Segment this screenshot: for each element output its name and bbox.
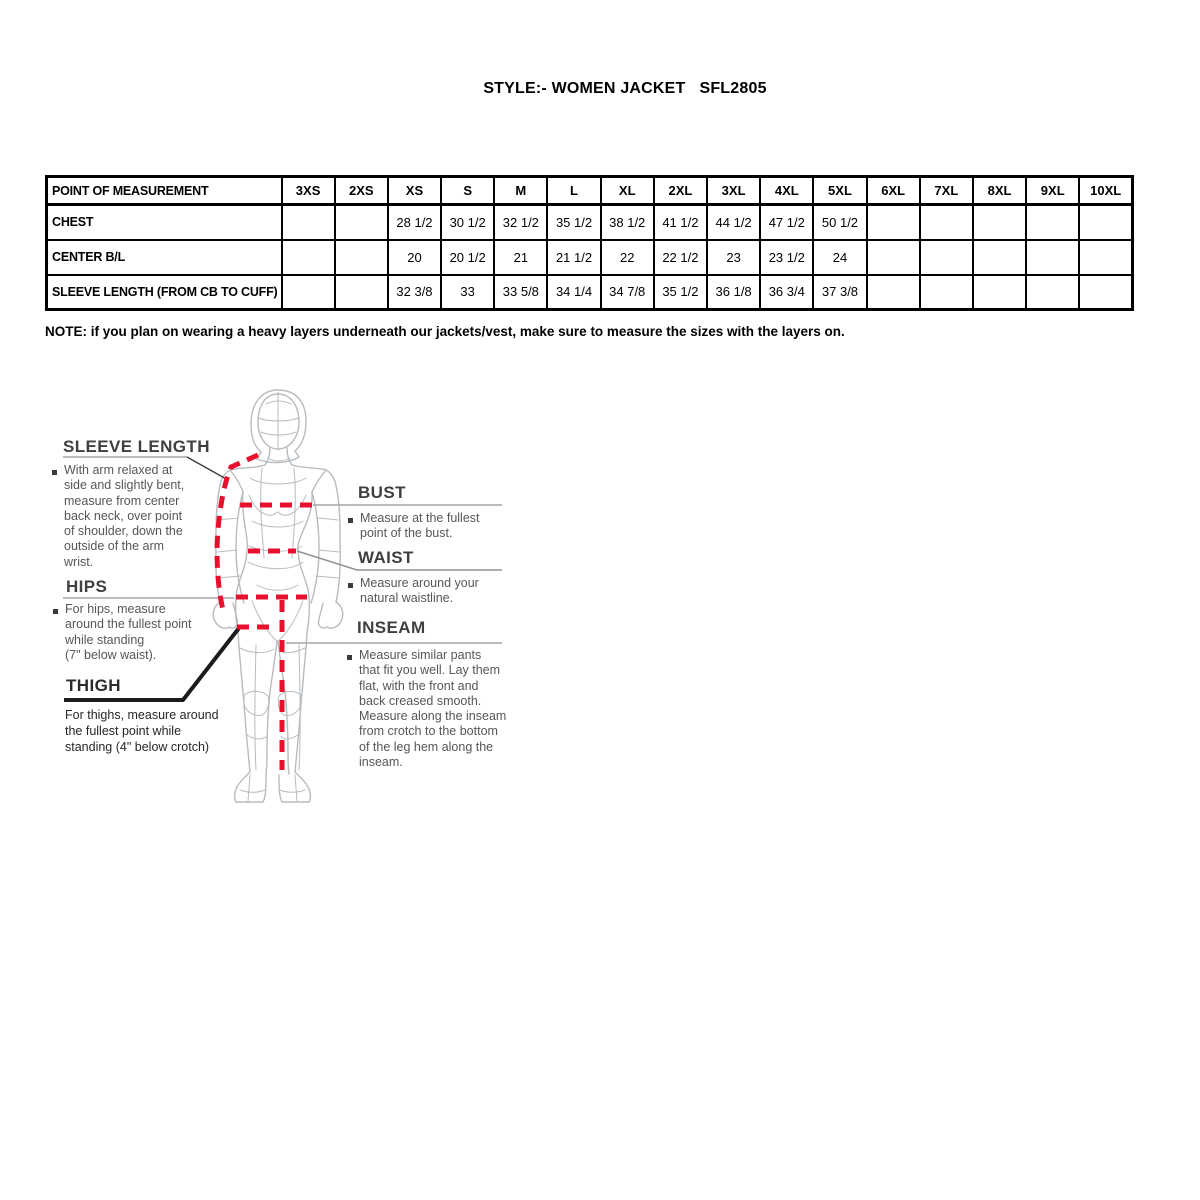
size-value-cell: 36 1/8	[705, 273, 762, 311]
col-header-2xl: 2XL	[652, 175, 709, 206]
bullet-icon	[53, 609, 58, 614]
col-header-3xs: 3XS	[280, 175, 336, 206]
bust-heading: BUST	[358, 483, 406, 502]
size-value-cell	[1025, 238, 1081, 276]
col-header-7xl: 7XL	[918, 175, 974, 206]
size-value-cell	[1078, 238, 1134, 276]
row-label: CHEST	[45, 203, 283, 241]
size-value-cell	[865, 273, 921, 311]
size-value-cell: 35 1/2	[546, 203, 602, 241]
table-row: CENTER B/L 20 20 1/2 21 21 1/2 22 22 1/2 23 23 1…	[45, 238, 1134, 276]
size-value-cell: 34 7/8	[599, 273, 655, 311]
col-header-l: L	[546, 175, 602, 206]
size-value-cell	[865, 238, 921, 276]
size-value-cell: 21	[493, 238, 549, 276]
size-value-cell: 20 1/2	[440, 238, 496, 276]
size-table-body: CHEST 28 1/2 30 1/2 32 1/2 35 1/2 38 1/2 41 1/…	[45, 203, 1134, 311]
table-row: CHEST 28 1/2 30 1/2 32 1/2 35 1/2 38 1/2 41 1/…	[45, 203, 1134, 241]
size-value-cell	[918, 273, 974, 311]
measurement-dashed-lines	[214, 452, 313, 770]
waist-description: Measure around your natural waistline.	[360, 576, 479, 606]
col-header-m: M	[493, 175, 549, 206]
size-value-cell	[280, 273, 336, 311]
row-label: CENTER B/L	[45, 238, 283, 276]
col-header-8xl: 8XL	[971, 175, 1028, 206]
size-value-cell: 30 1/2	[440, 203, 496, 241]
size-value-cell: 34 1/4	[546, 273, 602, 311]
size-value-cell	[918, 203, 974, 241]
thigh-heading: THIGH	[66, 676, 121, 695]
bullet-icon	[347, 655, 352, 660]
size-value-cell	[918, 238, 974, 276]
body-measurement-diagram	[63, 389, 502, 803]
size-value-cell: 22	[599, 238, 655, 276]
hips-description: For hips, measure around the fullest poi…	[65, 602, 192, 662]
waist-heading: WAIST	[358, 548, 414, 567]
size-value-cell	[280, 203, 336, 241]
sleeve-length-heading: SLEEVE LENGTH	[63, 437, 210, 456]
col-header-xs: XS	[386, 175, 443, 206]
inseam-description: Measure similar pants that fit you well.…	[359, 648, 507, 769]
col-header-5xl: 5XL	[812, 175, 868, 206]
size-value-cell: 28 1/2	[386, 203, 443, 241]
size-value-cell: 36 3/4	[759, 273, 815, 311]
size-value-cell	[1025, 203, 1081, 241]
size-value-cell	[1078, 273, 1134, 311]
size-value-cell: 33 5/8	[493, 273, 549, 311]
size-value-cell: 32 1/2	[493, 203, 549, 241]
col-header-4xl: 4XL	[759, 175, 815, 206]
col-header-10xl: 10XL	[1078, 175, 1134, 206]
size-value-cell: 38 1/2	[599, 203, 655, 241]
table-row: SLEEVE LENGTH (FROM CB TO CUFF) 32 3/8 33 3…	[45, 273, 1134, 311]
size-table: POINT OF MEASUREMENT 3XS 2XS XS S M L XL 2XL 3XL 4…	[45, 175, 1134, 311]
bullet-icon	[348, 583, 353, 588]
label-leader-lines	[63, 456, 502, 702]
size-value-cell	[971, 238, 1028, 276]
page-title: STYLE:- WOMEN JACKET SFL2805	[483, 80, 767, 97]
size-value-cell: 37 3/8	[812, 273, 868, 311]
size-value-cell	[1025, 273, 1081, 311]
size-value-cell	[333, 203, 389, 241]
bullet-icon	[348, 518, 353, 523]
col-header-3xl: 3XL	[705, 175, 762, 206]
size-value-cell: 32 3/8	[386, 273, 443, 311]
size-value-cell: 23	[705, 238, 762, 276]
size-table-head-row: POINT OF MEASUREMENT 3XS 2XS XS S M L XL 2XL 3XL 4…	[45, 175, 1134, 206]
bust-description: Measure at the fullest point of the bust…	[360, 511, 480, 541]
size-value-cell: 35 1/2	[652, 273, 709, 311]
size-value-cell	[971, 203, 1028, 241]
sleeve-length-description: With arm relaxed at side and slightly be…	[64, 463, 185, 569]
inseam-heading: INSEAM	[357, 618, 426, 637]
col-header-9xl: 9XL	[1025, 175, 1081, 206]
size-value-cell	[280, 238, 336, 276]
size-value-cell: 44 1/2	[705, 203, 762, 241]
size-value-cell	[1078, 203, 1134, 241]
size-value-cell	[971, 273, 1028, 311]
size-value-cell: 21 1/2	[546, 238, 602, 276]
size-value-cell: 23 1/2	[759, 238, 815, 276]
size-value-cell: 20	[386, 238, 443, 276]
col-header-s: S	[440, 175, 496, 206]
row-label: SLEEVE LENGTH (FROM CB TO CUFF)	[45, 273, 283, 311]
bullet-icon	[52, 470, 57, 475]
thigh-description: For thighs, measure around the fullest p…	[65, 708, 219, 754]
col-header-point-of-measurement: POINT OF MEASUREMENT	[45, 175, 283, 206]
size-value-cell: 22 1/2	[652, 238, 709, 276]
col-header-2xs: 2XS	[333, 175, 389, 206]
size-value-cell	[865, 203, 921, 241]
col-header-6xl: 6XL	[865, 175, 921, 206]
size-value-cell: 47 1/2	[759, 203, 815, 241]
size-value-cell: 24	[812, 238, 868, 276]
size-value-cell: 41 1/2	[652, 203, 709, 241]
size-value-cell	[333, 273, 389, 311]
size-value-cell: 50 1/2	[812, 203, 868, 241]
sleeve-measure-line	[214, 452, 260, 611]
size-value-cell: 33	[440, 273, 496, 311]
size-table-container: POINT OF MEASUREMENT 3XS 2XS XS S M L XL 2XL 3XL 4…	[45, 175, 1134, 311]
hips-heading: HIPS	[66, 577, 108, 596]
size-value-cell	[333, 238, 389, 276]
col-header-xl: XL	[599, 175, 655, 206]
note-text: NOTE: if you plan on wearing a heavy lay…	[45, 324, 845, 339]
